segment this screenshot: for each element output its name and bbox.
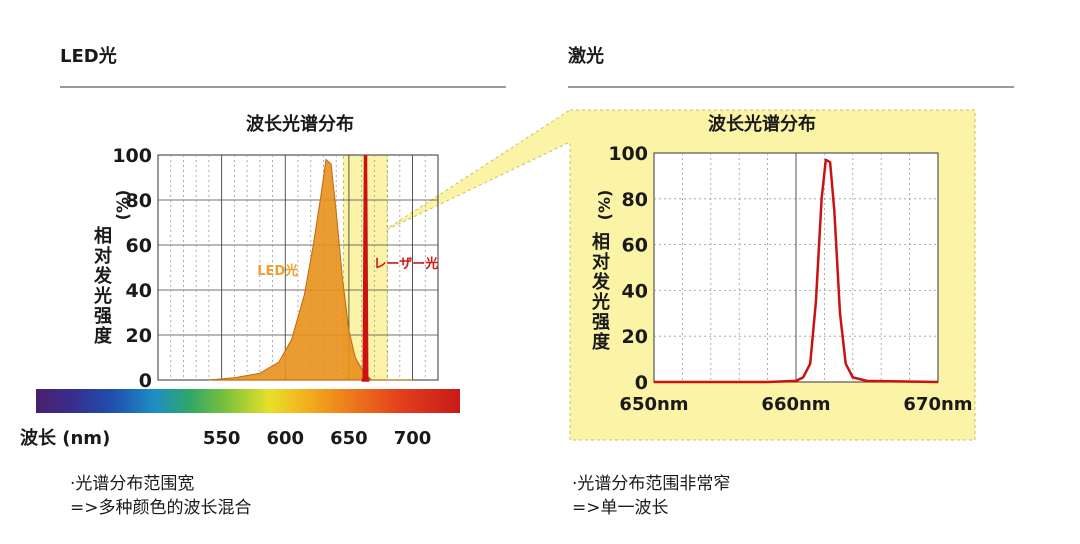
laser-yaxis-label-char: 强 — [592, 312, 610, 333]
led-note-line-2: =>多种颜色的波长混合 — [70, 498, 252, 518]
led-xtick-label: 600 — [266, 428, 304, 449]
laser-note-line-2: =>单一波长 — [572, 498, 669, 518]
led-chart-title: 波长光谱分布 — [246, 113, 354, 135]
led-yaxis-unit: (%) — [113, 190, 132, 221]
laser-section-heading: 激光 — [568, 46, 604, 67]
led-xtick-label: 700 — [394, 428, 432, 449]
laser-notes: ·光谱分布范围非常窄 =>单一波长 — [572, 472, 730, 520]
laser-ytick-label: 80 — [622, 189, 648, 211]
led-xtick-label: 550 — [203, 428, 241, 449]
led-series-label: LED光 — [257, 263, 298, 279]
laser-ytick-label: 60 — [622, 235, 648, 257]
led-yaxis-label-char: 强 — [94, 306, 112, 327]
laser-zoom-spectrum-line — [654, 158, 939, 384]
led-yaxis-label-char: 相 — [94, 226, 112, 247]
led-ytick-label: 20 — [126, 325, 152, 347]
led-note-line-1: ·光谱分布范围宽 — [70, 474, 195, 494]
laser-spectrum-line — [361, 154, 370, 382]
led-spectrum-area — [208, 158, 413, 381]
led-yaxis-label-char: 对 — [94, 245, 112, 267]
led-xtick-label: 650 — [330, 428, 368, 449]
laser-yaxis-label-char: 发 — [591, 271, 611, 293]
led-ytick-label: 0 — [139, 370, 152, 392]
laser-ytick-label: 0 — [635, 372, 648, 394]
laser-yaxis-label-char: 对 — [592, 251, 610, 273]
laser-ytick-label: 40 — [622, 280, 648, 302]
laser-yaxis-label-char: 度 — [592, 331, 611, 353]
led-section-heading: LED光 — [60, 46, 117, 67]
laser-xtick-label: 650nm — [619, 394, 688, 415]
laser-yaxis-label-char: 相 — [592, 232, 610, 253]
laser-section-divider — [568, 86, 1014, 88]
laser-xtick-label: 670nm — [903, 394, 972, 415]
laser-yaxis-unit: (%) — [595, 190, 614, 221]
laser-ytick-label: 100 — [608, 143, 648, 165]
laser-xtick-label: 660nm — [761, 394, 830, 415]
led-ytick-label: 80 — [126, 190, 152, 212]
led-xaxis-label: 波长 (nm) — [20, 427, 110, 449]
laser-ytick-label: 20 — [622, 326, 648, 348]
led-ytick-label: 60 — [126, 235, 152, 257]
led-yaxis-label-char: 发 — [93, 265, 113, 287]
laser-yaxis-label-char: 光 — [591, 291, 610, 313]
led-ytick-label: 40 — [126, 280, 152, 302]
wavelength-color-bar — [36, 389, 460, 413]
led-yaxis-label-char: 度 — [94, 325, 113, 347]
led-ytick-label: 100 — [112, 145, 152, 167]
laser-chart-title: 波长光谱分布 — [708, 113, 816, 135]
led-yaxis-label-char: 光 — [93, 285, 112, 307]
led-section-divider — [60, 86, 506, 88]
laser-series-label: レーザー光 — [373, 256, 438, 272]
led-notes: ·光谱分布范围宽 =>多种颜色的波长混合 — [70, 472, 252, 520]
laser-note-line-1: ·光谱分布范围非常窄 — [572, 474, 731, 494]
